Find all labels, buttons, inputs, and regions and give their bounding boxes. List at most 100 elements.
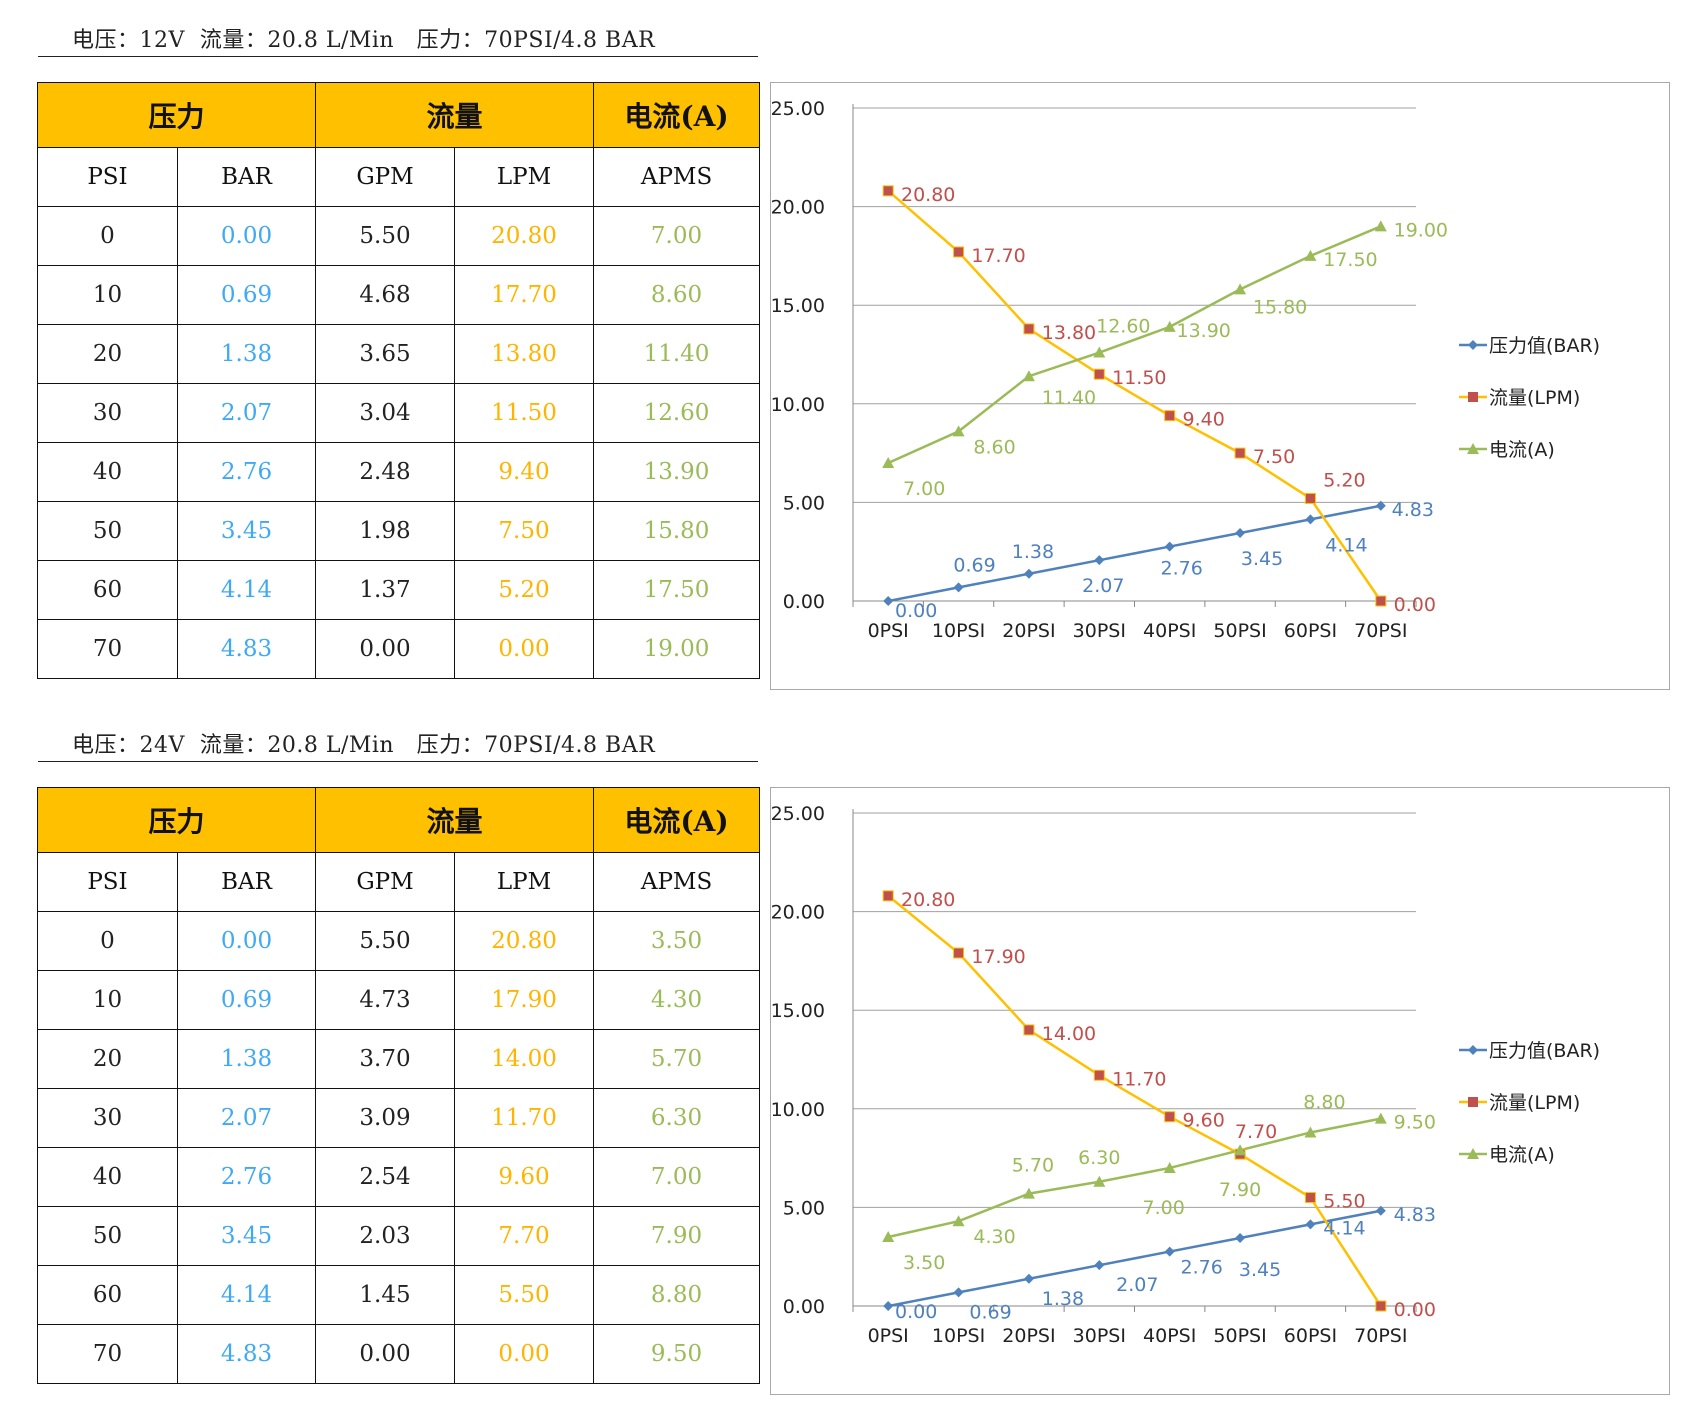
data-point — [1304, 1126, 1317, 1138]
data-label: 0.69 — [969, 1301, 1011, 1323]
x-tick-label: 40PSI — [1143, 1325, 1196, 1347]
data-point — [1375, 500, 1386, 511]
x-tick-label: 30PSI — [1073, 1325, 1126, 1347]
table-row: 0 0.00 5.50 20.80 7.00 — [37, 206, 761, 266]
data-point — [882, 185, 894, 197]
x-tick-label: 40PSI — [1143, 620, 1196, 642]
data-label: 8.60 — [973, 436, 1015, 458]
data-label: 14.00 — [1042, 1023, 1096, 1045]
section-12v: 电压：12V 流量：20.8 L/Min 压力：70PSI/4.8 BAR 压力… — [36, 28, 1670, 690]
data-label: 13.90 — [1176, 320, 1230, 342]
col-lpm: LPM — [454, 852, 595, 912]
cell-lpm: 11.50 — [454, 383, 595, 443]
data-label: 15.80 — [1253, 296, 1307, 318]
table-row: 70 4.83 0.00 0.00 9.50 — [37, 1324, 761, 1384]
cell-apms: 15.80 — [593, 501, 761, 561]
table-row: 40 2.76 2.54 9.60 7.00 — [37, 1147, 761, 1207]
cell-gpm: 4.68 — [315, 265, 456, 325]
table-row: 60 4.14 1.37 5.20 17.50 — [37, 560, 761, 620]
cell-gpm: 2.48 — [315, 442, 456, 502]
data-label: 8.80 — [1303, 1091, 1345, 1113]
cell-psi: 50 — [37, 501, 178, 561]
cell-apms: 8.80 — [593, 1265, 761, 1325]
legend-item: 电流(A) — [1459, 1144, 1555, 1166]
legend-item: 电流(A) — [1459, 439, 1555, 461]
data-label: 9.40 — [1183, 409, 1225, 431]
cell-bar: 0.69 — [176, 265, 317, 325]
cell-psi: 40 — [37, 1147, 178, 1207]
data-point — [1023, 1273, 1034, 1284]
data-point — [1093, 346, 1106, 358]
cell-bar: 1.38 — [176, 1029, 317, 1089]
cell-apms: 8.60 — [593, 265, 761, 325]
cell-apms: 13.90 — [593, 442, 761, 502]
y-tick-label: 25.00 — [771, 98, 825, 120]
table-row: 20 1.38 3.70 14.00 5.70 — [37, 1029, 761, 1089]
data-label: 9.60 — [1183, 1110, 1225, 1132]
table-row: 20 1.38 3.65 13.80 11.40 — [37, 324, 761, 384]
cell-apms: 5.70 — [593, 1029, 761, 1089]
data-label: 0.00 — [895, 600, 937, 622]
legend-item: 压力值(BAR) — [1459, 335, 1600, 357]
legend-label: 压力值(BAR) — [1489, 1040, 1600, 1062]
data-label: 12.60 — [1096, 316, 1150, 338]
x-tick-label: 10PSI — [932, 620, 985, 642]
cell-psi: 60 — [37, 560, 178, 620]
x-tick-label: 60PSI — [1284, 620, 1337, 642]
y-tick-label: 15.00 — [771, 295, 825, 317]
header-flow: 流量 — [315, 82, 595, 148]
table-row: 30 2.07 3.09 11.70 6.30 — [37, 1088, 761, 1148]
y-tick-label: 0.00 — [783, 591, 825, 613]
cell-gpm: 2.03 — [315, 1206, 456, 1266]
cell-gpm: 2.54 — [315, 1147, 456, 1207]
cell-psi: 0 — [37, 911, 178, 971]
data-label: 5.50 — [1323, 1191, 1365, 1213]
data-point — [1164, 1111, 1176, 1123]
cell-apms: 7.00 — [593, 1147, 761, 1207]
data-point — [1374, 220, 1387, 232]
data-point — [1234, 283, 1247, 295]
x-tick-label: 50PSI — [1213, 1325, 1266, 1347]
cell-gpm: 4.73 — [315, 970, 456, 1030]
cell-psi: 30 — [37, 1088, 178, 1148]
data-label: 1.38 — [1012, 541, 1054, 563]
chart-svg: 0.00 5.00 10.00 15.00 20.00 25.00 0PSI 10PSI 20P… — [771, 98, 1600, 642]
data-label: 5.20 — [1323, 469, 1365, 491]
data-label: 9.50 — [1394, 1112, 1436, 1134]
cell-bar: 3.45 — [176, 501, 317, 561]
x-tick-label: 50PSI — [1213, 620, 1266, 642]
table-row: 50 3.45 2.03 7.70 7.90 — [37, 1206, 761, 1266]
cell-apms: 3.50 — [593, 911, 761, 971]
chart-svg: 0.00 5.00 10.00 15.00 20.00 25.00 0PSI 10PSI 20P… — [771, 803, 1600, 1347]
data-label: 3.45 — [1241, 548, 1283, 570]
col-gpm: GPM — [315, 852, 456, 912]
data-point — [952, 425, 965, 437]
legend-marker — [1467, 1148, 1479, 1159]
data-point — [1164, 541, 1175, 552]
line-chart: 0.00 5.00 10.00 15.00 20.00 25.00 0PSI 10PSI 20P… — [770, 82, 1670, 690]
cell-lpm: 20.80 — [454, 911, 595, 971]
cell-apms: 7.00 — [593, 206, 761, 266]
cell-lpm: 9.40 — [454, 442, 595, 502]
header-current: 电流(A) — [593, 787, 761, 853]
table-row: 30 2.07 3.04 11.50 12.60 — [37, 383, 761, 443]
cell-gpm: 3.65 — [315, 324, 456, 384]
col-bar: BAR — [176, 147, 317, 207]
cell-gpm: 0.00 — [315, 1324, 456, 1384]
data-label: 2.76 — [1181, 1257, 1223, 1279]
data-point — [1375, 1300, 1387, 1312]
cell-lpm: 7.70 — [454, 1206, 595, 1266]
x-tick-label: 70PSI — [1354, 620, 1407, 642]
y-tick-label: 5.00 — [783, 492, 825, 514]
cell-lpm: 0.00 — [454, 619, 595, 679]
data-point — [953, 1287, 964, 1298]
cell-psi: 40 — [37, 442, 178, 502]
data-label: 7.70 — [1235, 1121, 1277, 1143]
data-point — [1304, 492, 1316, 504]
series-line — [887, 225, 1382, 465]
cell-psi: 10 — [37, 265, 178, 325]
legend-label: 流量(LPM) — [1489, 387, 1580, 409]
y-tick-label: 25.00 — [771, 803, 825, 825]
cell-apms: 7.90 — [593, 1206, 761, 1266]
table-row: 10 0.69 4.73 17.90 4.30 — [37, 970, 761, 1030]
